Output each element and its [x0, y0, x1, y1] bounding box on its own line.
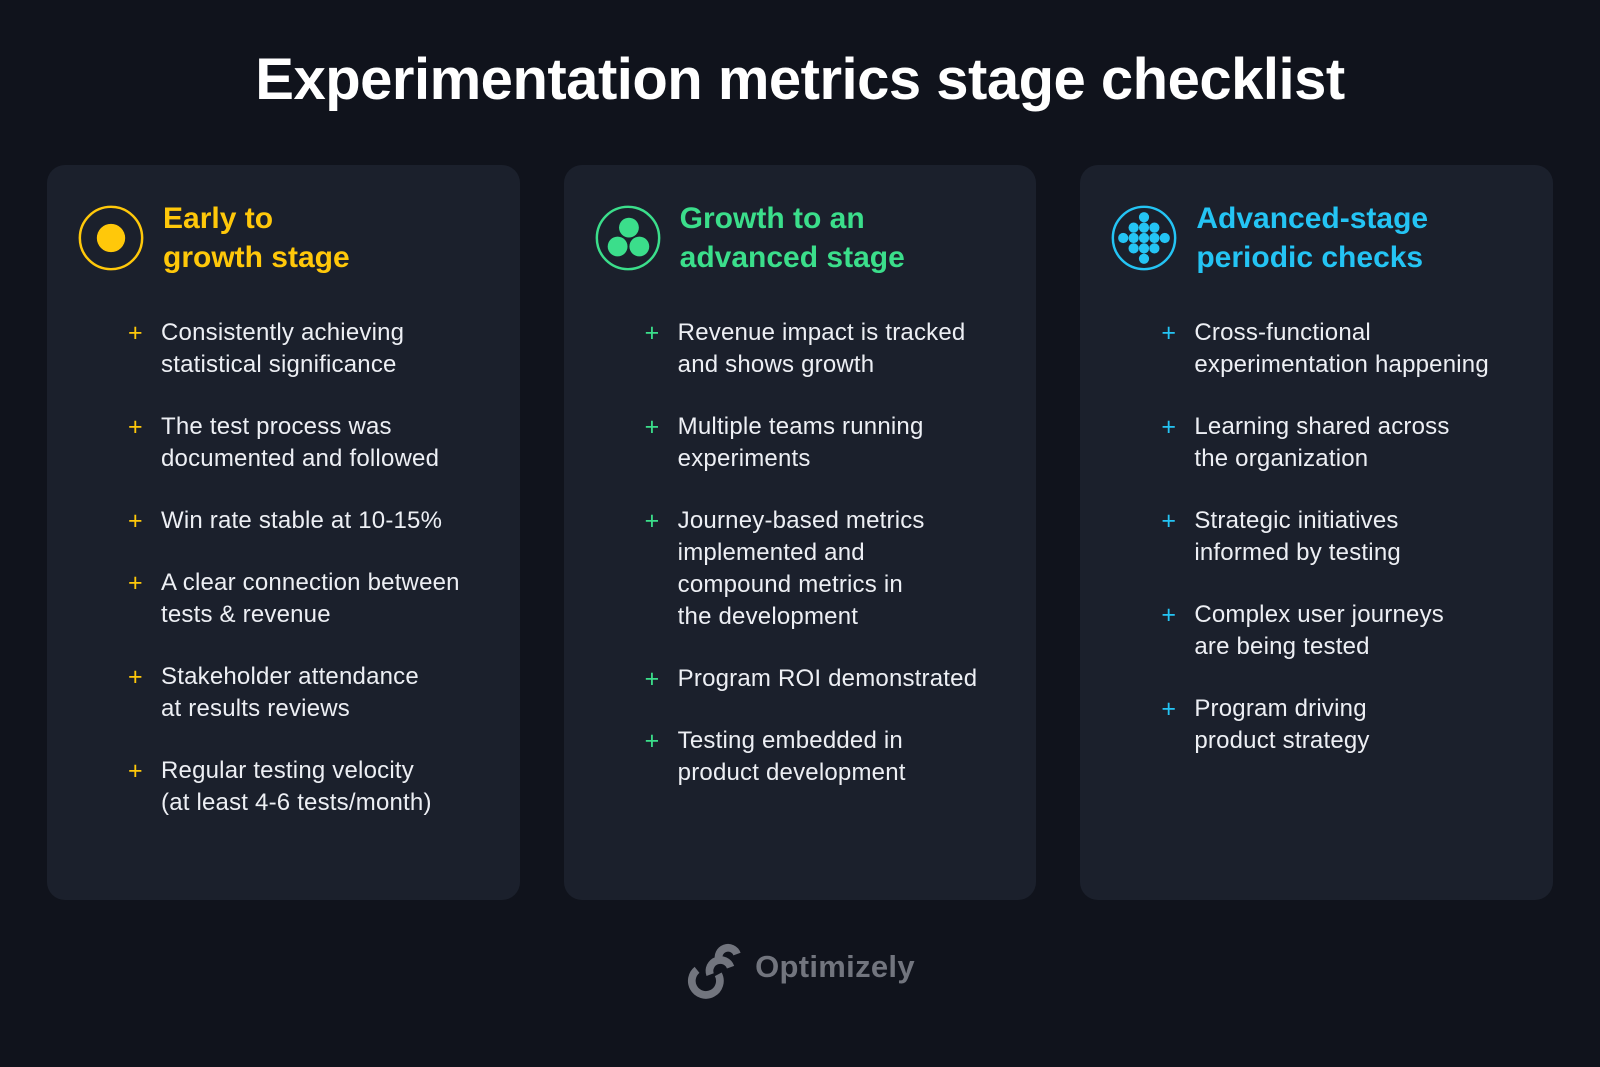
plus-bullet-icon: +	[1161, 413, 1176, 441]
checklist-item-text: Consistently achieving statistical signi…	[161, 319, 405, 378]
checklist-item-text: Complex user journeys are being tested	[1194, 601, 1444, 660]
dot-diamond-icon	[1110, 204, 1178, 272]
checklist-item-text: Testing embedded in product development	[677, 727, 906, 786]
plus-bullet-icon: +	[1161, 319, 1176, 347]
checklist-item-text: Win rate stable at 10-15%	[161, 507, 443, 534]
checklist-item-text: Stakeholder attendance at results review…	[161, 663, 419, 722]
checklist-item: + Journey-based metrics implemented and …	[645, 505, 1007, 633]
card-title: Early to growth stage	[163, 202, 350, 274]
checklist-item-text: Multiple teams running experiments	[677, 413, 924, 472]
checklist-item-text: A clear connection between tests & reven…	[161, 569, 460, 628]
checklist-item-text: Regular testing velocity (at least 4-6 t…	[161, 757, 432, 816]
checklist-item-text: Cross-functional experimentation happeni…	[1194, 319, 1489, 378]
plus-bullet-icon: +	[128, 757, 143, 785]
checklist-item: + Multiple teams running experiments	[645, 411, 1007, 475]
checklist-item: + Revenue impact is tracked and shows gr…	[645, 317, 1007, 381]
card-early-to-growth-stage: Early to growth stage + Consistently ach…	[47, 165, 520, 900]
checklist-item-text: Program ROI demonstrated	[677, 665, 978, 692]
page-title: Experimentation metrics stage checklist	[255, 47, 1345, 112]
card-title: Growth to an advanced stage	[679, 202, 905, 274]
plus-bullet-icon: +	[644, 665, 660, 693]
card-growth-to-advanced-stage: Growth to an advanced stage + Revenue im…	[563, 165, 1037, 900]
checklist-item: + Win rate stable at 10-15%	[128, 505, 490, 537]
plus-bullet-icon: +	[128, 569, 143, 597]
card-advanced-stage-periodic-checks: Advanced-stage periodic checks + Cross-f…	[1080, 165, 1554, 900]
cards-row: Early to growth stage + Consistently ach…	[0, 165, 1600, 900]
plus-bullet-icon: +	[1161, 507, 1176, 535]
plus-bullet-icon: +	[1161, 695, 1176, 723]
optimizely-wordmark: Optimizely	[755, 949, 915, 984]
plus-bullet-icon: +	[128, 663, 143, 691]
plus-bullet-icon: +	[128, 413, 143, 441]
checklist-item: + Learning shared across the organizatio…	[1161, 411, 1523, 475]
checklist-item-text: Program driving product strategy	[1194, 695, 1370, 754]
checklist-item: + Program driving product strategy	[1161, 693, 1523, 757]
checklist-item: + Regular testing velocity (at least 4-6…	[128, 755, 490, 819]
checklist-item-text: The test process was documented and foll…	[161, 413, 440, 472]
checklist-item: + Strategic initiatives informed by test…	[1161, 505, 1523, 569]
optimizely-logo-icon	[685, 940, 743, 1000]
checklist-item: + Program ROI demonstrated	[645, 663, 1007, 695]
three-dots-icon	[594, 204, 662, 272]
checklist-item: + Stakeholder attendance at results revi…	[128, 661, 490, 725]
card-header: Growth to an advanced stage	[594, 199, 1007, 277]
checklist: + Cross-functional experimentation happe…	[1161, 317, 1523, 757]
checklist-item-text: Revenue impact is tracked and shows grow…	[677, 319, 966, 378]
checklist-item: + Complex user journeys are being tested	[1161, 599, 1523, 663]
plus-bullet-icon: +	[128, 507, 143, 535]
plus-bullet-icon: +	[128, 319, 143, 347]
checklist-item-text: Journey-based metrics implemented and co…	[677, 507, 925, 630]
card-header: Advanced-stage periodic checks	[1110, 199, 1523, 277]
footer: Optimizely	[0, 940, 1600, 1000]
checklist-item: + A clear connection between tests & rev…	[128, 567, 490, 631]
checklist-item-text: Strategic initiatives informed by testin…	[1194, 507, 1401, 566]
checklist-item: + Testing embedded in product developmen…	[645, 725, 1007, 789]
checklist: + Consistently achieving statistical sig…	[128, 317, 490, 819]
plus-bullet-icon: +	[644, 319, 660, 347]
checklist-item: + The test process was documented and fo…	[128, 411, 490, 475]
plus-bullet-icon: +	[644, 727, 660, 755]
checklist-item-text: Learning shared across the organization	[1194, 413, 1450, 472]
checklist: + Revenue impact is tracked and shows gr…	[645, 317, 1007, 789]
card-header: Early to growth stage	[77, 199, 490, 277]
plus-bullet-icon: +	[1161, 601, 1176, 629]
checklist-item: + Consistently achieving statistical sig…	[128, 317, 490, 381]
card-title: Advanced-stage periodic checks	[1196, 202, 1429, 274]
checklist-item: + Cross-functional experimentation happe…	[1161, 317, 1523, 381]
plus-bullet-icon: +	[644, 507, 660, 535]
plus-bullet-icon: +	[644, 413, 660, 441]
target-dot-icon	[77, 204, 145, 272]
